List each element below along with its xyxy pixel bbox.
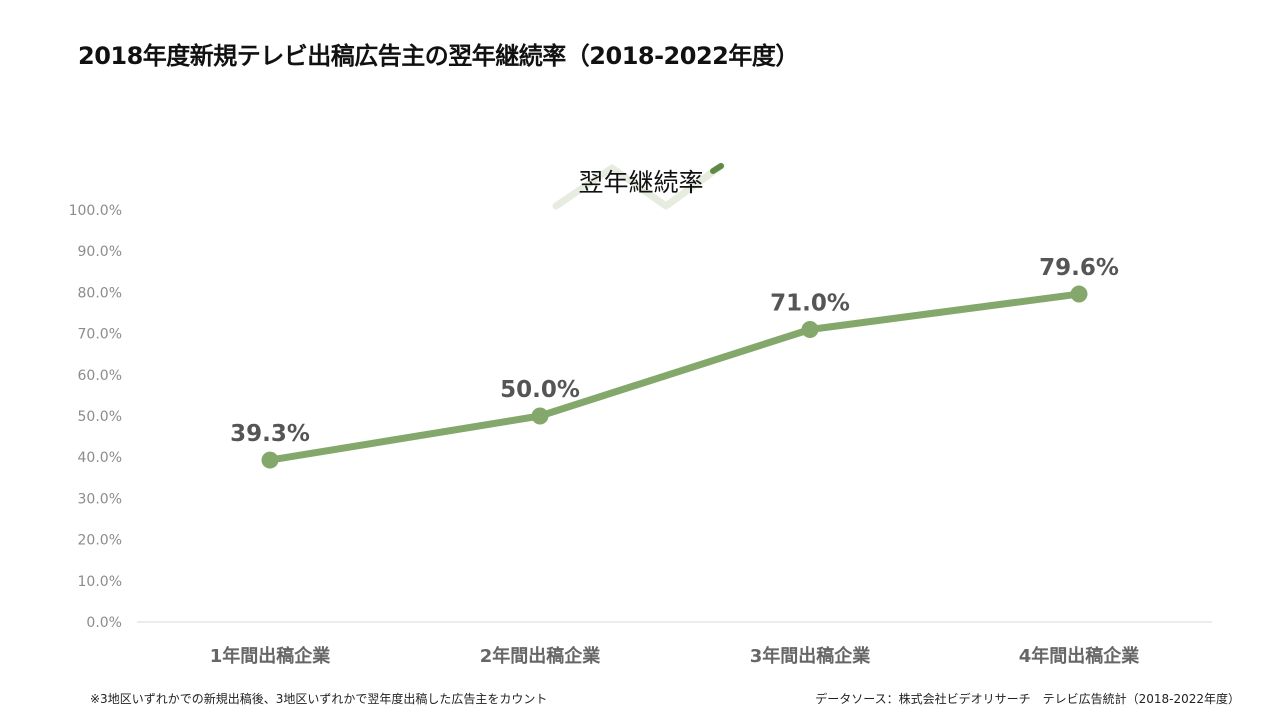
y-tick-label: 70.0%	[78, 327, 122, 343]
data-label: 50.0%	[500, 377, 580, 403]
data-point	[261, 451, 279, 469]
x-tick-label: 2年間出稿企業	[480, 645, 602, 667]
y-tick-label: 100.0%	[69, 203, 122, 219]
x-tick-label: 1年間出稿企業	[210, 645, 332, 667]
y-tick-label: 90.0%	[78, 244, 122, 260]
y-tick-label: 20.0%	[78, 533, 122, 549]
data-label: 79.6%	[1039, 255, 1119, 281]
y-tick-label: 60.0%	[78, 368, 122, 384]
y-tick-label: 40.0%	[78, 450, 122, 466]
y-tick-label: 80.0%	[78, 285, 122, 301]
x-tick-label: 4年間出稿企業	[1019, 645, 1141, 667]
y-tick-label: 0.0%	[86, 615, 122, 631]
footnote: ※3地区いずれかでの新規出稿後、3地区いずれかで翌年度出稿した広告主をカウント	[90, 692, 548, 706]
series-line	[266, 290, 1083, 464]
page-title: 2018年度新規テレビ出稿広告主の翌年継続率（2018-2022年度）	[78, 42, 799, 70]
series-group: 39.3% 50.0% 71.0% 79.6%	[230, 255, 1119, 469]
data-label: 39.3%	[230, 421, 310, 447]
y-tick-label: 30.0%	[78, 491, 122, 507]
y-tick-label: 50.0%	[78, 409, 122, 425]
data-label: 71.0%	[770, 290, 850, 316]
data-point	[1070, 285, 1088, 303]
x-tick-label: 3年間出稿企業	[750, 645, 872, 667]
data-source: データソース：株式会社ビデオリサーチ テレビ広告統計（2018-2022年度）	[815, 692, 1240, 706]
chart-title: 翌年継続率	[578, 168, 703, 197]
data-point	[531, 407, 549, 425]
chart-title-decoration	[552, 162, 725, 210]
data-point	[801, 320, 819, 338]
y-tick-label: 10.0%	[78, 574, 122, 590]
x-axis-categories: 1年間出稿企業 2年間出稿企業 3年間出稿企業 4年間出稿企業	[210, 645, 1141, 667]
y-axis-ticks: 0.0% 10.0% 20.0% 30.0% 40.0% 50.0% 60.0% 70.0% 8…	[69, 203, 122, 631]
